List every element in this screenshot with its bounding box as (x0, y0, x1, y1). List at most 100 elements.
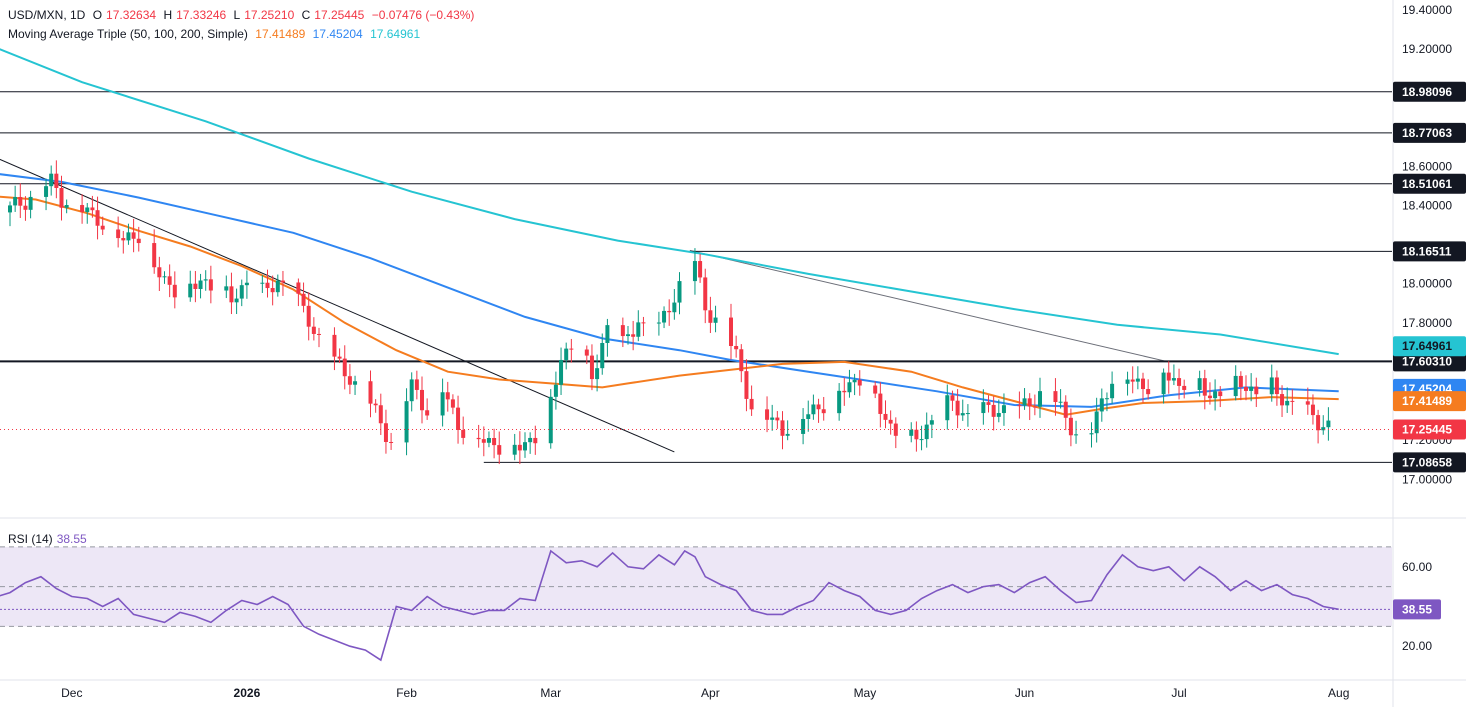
candle-down (641, 322, 646, 324)
ma-indicator-label[interactable]: Moving Average Triple (50, 100, 200, Sim… (8, 27, 248, 41)
candle-up (528, 437, 533, 443)
candle-down (821, 409, 826, 414)
time-tick-label: Dec (61, 686, 82, 700)
candle-down (121, 238, 126, 241)
candle-up (1022, 398, 1027, 406)
candle-up (523, 442, 527, 451)
candle-down (270, 288, 275, 293)
candle-up (847, 382, 852, 393)
candle-up (512, 444, 517, 455)
candle-down (456, 407, 461, 430)
candle-down (389, 441, 394, 443)
candle-down (1316, 415, 1321, 431)
candle-up (1110, 383, 1115, 399)
candle-down (332, 334, 337, 357)
level-tag (1393, 351, 1466, 372)
symbol-label[interactable]: USD/MXN, 1D (8, 8, 86, 22)
candle-down (59, 188, 64, 208)
candle-up (1099, 398, 1104, 412)
candle-down (1182, 385, 1187, 390)
price-tick-label: 18.40000 (1402, 198, 1452, 212)
candle-down (265, 282, 270, 289)
candle-down (1141, 378, 1145, 390)
candle-down (883, 413, 888, 420)
open-value: 17.32634 (106, 8, 157, 22)
candle-down (229, 286, 234, 303)
candle-up (188, 283, 193, 298)
candle-down (172, 284, 177, 298)
ma50-tag-label: 17.41489 (1402, 394, 1452, 408)
candle-up (801, 418, 806, 434)
candle-down (739, 349, 744, 372)
candle-up (1161, 372, 1166, 395)
time-tick-label: May (854, 686, 877, 700)
candle-down (765, 409, 770, 420)
candle-down (296, 282, 301, 294)
candle-down (955, 400, 960, 416)
candle-up (548, 396, 553, 444)
high-label: H (163, 8, 173, 22)
candle-down (888, 419, 893, 424)
candle-up (770, 417, 775, 420)
candle-up (852, 379, 857, 383)
time-tick-label: Apr (701, 686, 720, 700)
candle-up (996, 413, 1001, 417)
last-price-tag (1393, 419, 1466, 440)
ma50-line (0, 195, 1339, 416)
candle-down (193, 283, 198, 289)
candle-down (80, 205, 85, 213)
candle-up (162, 276, 167, 278)
candle-up (605, 325, 610, 343)
candle-down (373, 403, 378, 406)
trendline (0, 158, 675, 453)
candle-down (1310, 404, 1315, 416)
candle-down (950, 395, 955, 401)
candle-down (1202, 378, 1207, 396)
candle-up (1094, 411, 1099, 434)
low-value: 17.25210 (244, 8, 295, 22)
candle-down (445, 392, 450, 400)
price-tick-label: 18.00000 (1402, 277, 1452, 291)
candle-down (167, 276, 172, 285)
candle-down (1244, 386, 1248, 391)
candle-up (85, 207, 90, 213)
candle-up (909, 429, 914, 436)
level-tag (1393, 241, 1466, 262)
ma200-value: 17.64961 (370, 27, 421, 41)
candle-up (672, 302, 677, 313)
candle-up (553, 384, 558, 397)
candle-up (44, 186, 49, 197)
close-value: 17.25445 (314, 8, 365, 22)
candle-down (1166, 372, 1171, 381)
level-tag (1393, 81, 1466, 102)
level-tag-label: 18.16511 (1402, 244, 1452, 258)
candle-up (595, 368, 600, 380)
candle-down (306, 305, 311, 327)
candle-down (589, 355, 594, 380)
candle-down (703, 277, 708, 311)
candle-down (90, 207, 95, 211)
rsi-pane[interactable] (0, 546, 1392, 662)
candle-down (301, 293, 306, 306)
candle-down (95, 210, 100, 226)
ma200-tag (1393, 336, 1466, 357)
price-axis[interactable]: 19.40000 19.20000 18.60000 18.40000 18.00000… (1393, 3, 1466, 653)
candle-down (1207, 395, 1212, 399)
candle-up (224, 286, 229, 291)
rsi-tick-label: 20.00 (1402, 639, 1432, 653)
candle-down (533, 437, 538, 444)
candle-up (965, 413, 970, 415)
candle-down (425, 410, 430, 416)
candle-up (275, 280, 280, 293)
ma100-value: 17.45204 (312, 27, 363, 41)
rsi-label[interactable]: RSI (14) (8, 532, 53, 546)
candle-down (1027, 398, 1032, 407)
candle-up (1326, 420, 1331, 428)
candle-up (1038, 391, 1042, 407)
time-axis[interactable]: Dec 2026 Feb Mar Apr May Jun Jul Aug (61, 686, 1349, 700)
candle-down (152, 243, 157, 268)
candle-up (1249, 386, 1254, 391)
candle-down (991, 404, 996, 417)
